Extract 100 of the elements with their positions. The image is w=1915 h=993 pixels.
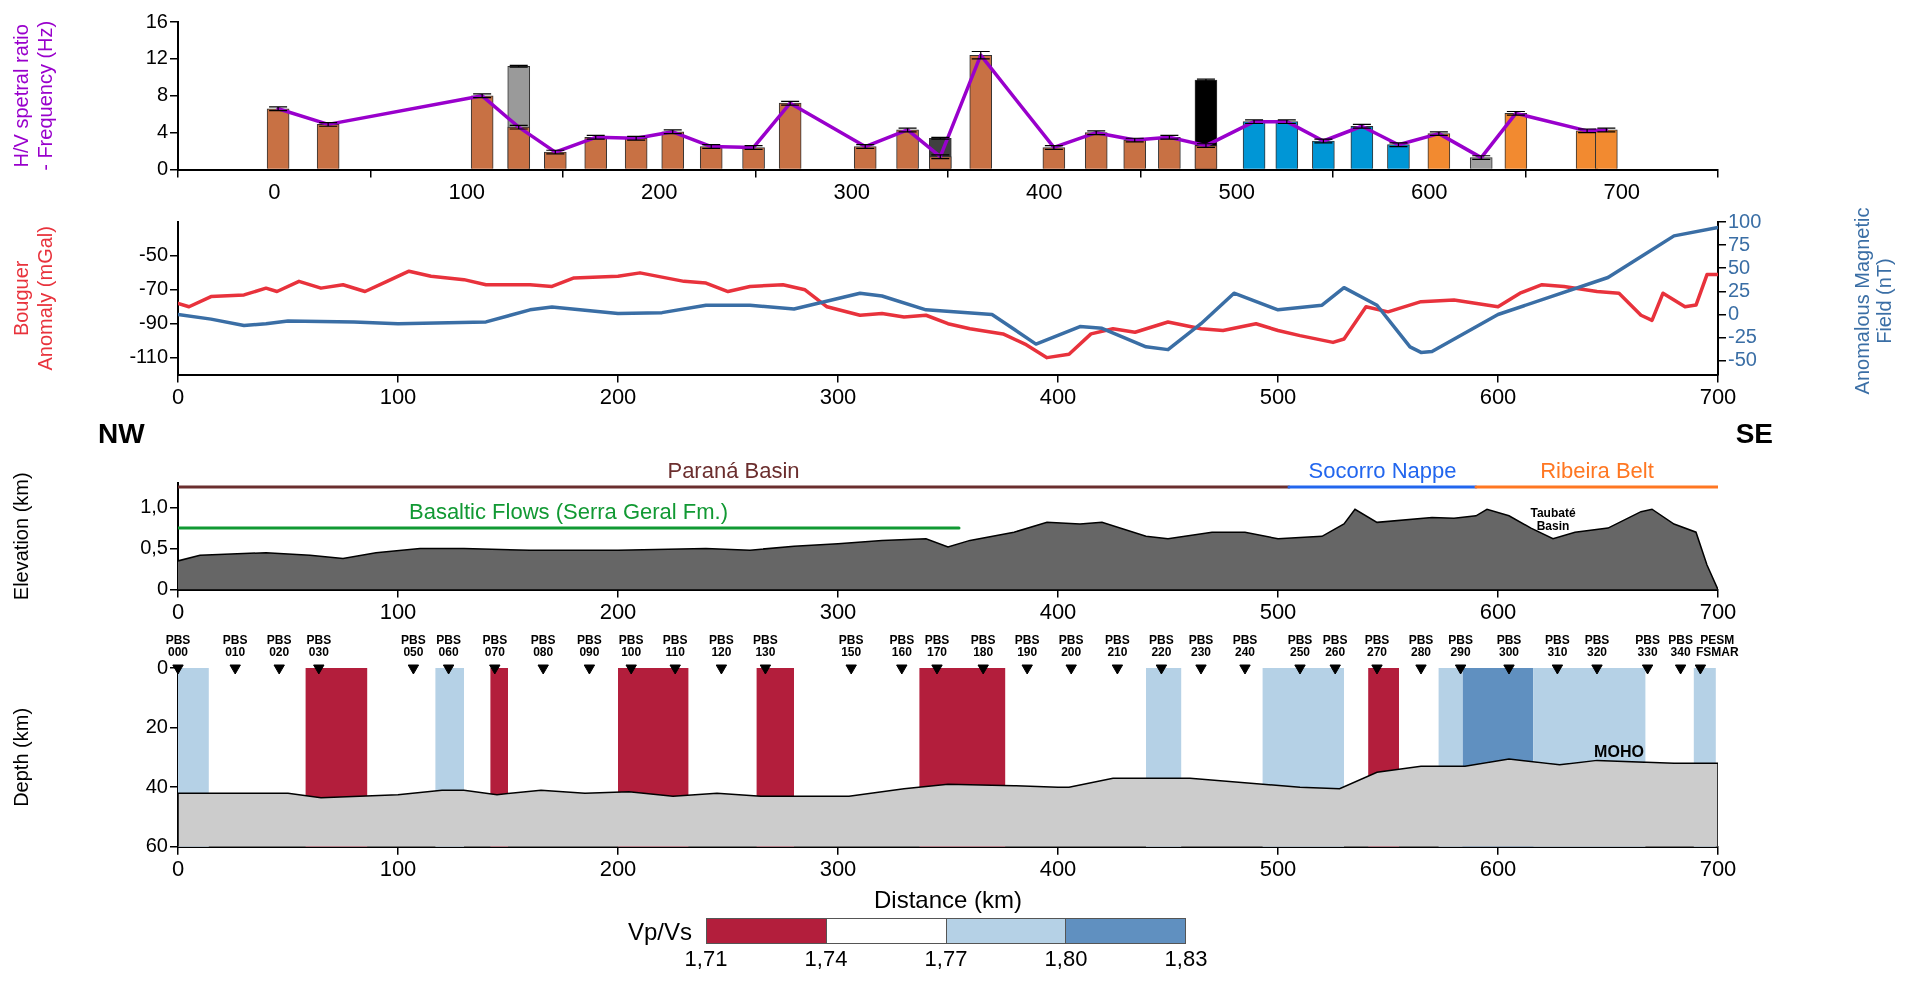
y-tick-label: 1,0: [140, 495, 168, 518]
color-bar-label: 1,71: [684, 946, 728, 972]
x-tick-label: 200: [599, 856, 637, 882]
x-tick-label: 100: [448, 178, 486, 204]
y-axis-title: Depth (km): [9, 707, 32, 807]
y2-tick-label: 25: [1728, 278, 1751, 301]
x-tick-label: 300: [819, 856, 857, 882]
color-bar-label: 1,80: [1044, 946, 1088, 972]
x-tick-label: 300: [819, 598, 857, 624]
x-tick-label: 500: [1259, 856, 1297, 882]
series-label: Ribeira Belt: [1540, 458, 1654, 484]
x-tick-label: 600: [1479, 856, 1517, 882]
data-label: PBS 310: [1545, 633, 1570, 660]
data-label: PBS 190: [1014, 633, 1040, 660]
y-axis-title: H/V spetral ratio - Frequency (Hz): [9, 20, 56, 171]
y-tick-label: 20: [145, 715, 168, 738]
y2-tick-label: 50: [1728, 255, 1751, 278]
data-label: PBS 060: [436, 633, 461, 660]
x-tick-label: 500: [1259, 598, 1297, 624]
text: NW: [98, 417, 146, 449]
y-tick-label: 0,5: [140, 536, 168, 559]
x-tick-label: 500: [1218, 178, 1256, 204]
data-label: PBS 080: [530, 633, 556, 660]
data-label: PBS 300: [1496, 633, 1522, 660]
data-label: PBS 260: [1322, 633, 1348, 660]
x-tick-label: 600: [1479, 598, 1517, 624]
y2-tick-label: 100: [1728, 209, 1762, 232]
x-tick-label: 700: [1699, 856, 1737, 882]
y-tick-label: -110: [129, 345, 168, 368]
x-tick-label: 200: [599, 383, 637, 409]
x-tick-label: 600: [1410, 178, 1448, 204]
x-axis-title: Distance (km): [873, 886, 1023, 914]
x-tick-label: 500: [1259, 383, 1297, 409]
annotation: Taubaté Basin: [1530, 506, 1576, 534]
color-bar-label: 1,83: [1164, 946, 1208, 972]
data-label: PBS 250: [1287, 633, 1313, 660]
color-bar-label: 1,77: [924, 946, 968, 972]
x-tick-label: 700: [1699, 598, 1737, 624]
y-axis-title: Bouguer Anomaly (mGal): [9, 226, 56, 371]
data-label: PBS 240: [1232, 633, 1258, 660]
data-label: PBS 020: [266, 633, 292, 660]
y-tick-label: 0: [156, 157, 168, 180]
x-tick-label: 300: [819, 383, 857, 409]
y-tick-label: 40: [145, 774, 168, 797]
y-tick-label: -50: [139, 243, 168, 266]
x-tick-label: 400: [1039, 598, 1077, 624]
data-label: PBS 050: [401, 633, 426, 660]
color-bar-title: Vp/Vs: [628, 918, 693, 946]
x-tick-label: 700: [1603, 178, 1641, 204]
y2-tick-label: 75: [1728, 232, 1751, 255]
series-label: Basaltic Flows (Serra Geral Fm.): [408, 499, 729, 525]
x-tick-label: 600: [1479, 383, 1517, 409]
data-label: PBS 210: [1105, 633, 1130, 660]
y-tick-label: -90: [139, 311, 168, 334]
annotation: MOHO: [1594, 742, 1644, 760]
data-label: PBS 290: [1448, 633, 1473, 660]
y-tick-label: 4: [156, 120, 168, 143]
data-label: PBS 160: [889, 633, 915, 660]
data-label: PBS 320: [1584, 633, 1610, 660]
y2-axis-title: Anomalous Magnetic Field (nT): [1851, 207, 1895, 394]
x-tick-label: 100: [379, 383, 417, 409]
series-label: Socorro Nappe: [1308, 458, 1457, 484]
data-label: PBS 100: [618, 633, 644, 660]
x-tick-label: 100: [379, 856, 417, 882]
data-label: PBS 180: [970, 633, 996, 660]
y-tick-label: 60: [145, 834, 168, 857]
data-label: PBS 030: [306, 633, 332, 660]
y-tick-label: -70: [139, 277, 168, 300]
y-tick-label: 0: [156, 577, 168, 600]
text: SE: [1735, 417, 1773, 449]
x-tick-label: 400: [1025, 178, 1063, 204]
y-tick-label: 16: [145, 9, 168, 32]
data-label: PBS 090: [577, 633, 602, 660]
x-tick-label: 400: [1039, 856, 1077, 882]
data-label: PBS 120: [709, 633, 734, 660]
x-tick-label: 300: [833, 178, 871, 204]
data-label: PBS 340: [1668, 633, 1693, 660]
data-label: PBS 330: [1635, 633, 1660, 660]
series-label: Paraná Basin: [667, 458, 800, 484]
y-tick-label: 8: [156, 83, 168, 106]
data-label: PBS 070: [482, 633, 508, 660]
y-tick-label: 0: [156, 655, 168, 678]
data-label: PBS 000: [165, 633, 191, 660]
x-tick-label: 0: [268, 178, 281, 204]
x-tick-label: 100: [379, 598, 417, 624]
data-label: PBS 130: [753, 633, 778, 660]
data-label: PBS 170: [924, 633, 950, 660]
x-tick-label: 200: [599, 598, 637, 624]
data-label: PESM FSMAR: [1695, 633, 1739, 660]
y-tick-label: 12: [145, 46, 168, 69]
data-label: PBS 230: [1188, 633, 1214, 660]
data-label: PBS 200: [1058, 633, 1084, 660]
color-bar-label: 1,74: [804, 946, 848, 972]
data-label: PBS 220: [1149, 633, 1174, 660]
x-tick-label: 700: [1699, 383, 1737, 409]
x-tick-label: 200: [640, 178, 678, 204]
y2-tick-label: 0: [1728, 302, 1740, 324]
data-label: PBS 270: [1364, 633, 1390, 660]
data-label: PBS 110: [662, 633, 688, 660]
x-tick-label: 400: [1039, 383, 1077, 409]
